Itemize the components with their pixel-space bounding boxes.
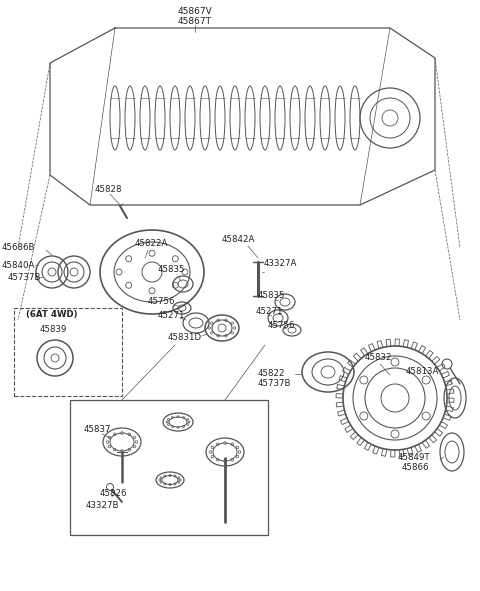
Text: 45813A: 45813A bbox=[406, 368, 439, 376]
Text: 45828: 45828 bbox=[95, 186, 122, 194]
Text: 45737B: 45737B bbox=[258, 379, 291, 388]
Text: 45756: 45756 bbox=[268, 320, 296, 330]
Text: (6AT 4WD): (6AT 4WD) bbox=[26, 310, 77, 319]
Text: 45271: 45271 bbox=[158, 310, 185, 320]
Text: 45831D: 45831D bbox=[168, 333, 202, 343]
Text: 45737B: 45737B bbox=[8, 272, 41, 281]
Text: 45849T: 45849T bbox=[398, 453, 431, 463]
Text: 45867V: 45867V bbox=[178, 8, 212, 17]
Text: 45835: 45835 bbox=[258, 291, 286, 300]
Bar bbox=[70, 400, 268, 535]
Text: 45822A: 45822A bbox=[135, 239, 168, 248]
Text: 45840A: 45840A bbox=[2, 261, 36, 269]
Text: 45271: 45271 bbox=[256, 307, 284, 317]
Text: 45842A: 45842A bbox=[222, 235, 255, 245]
Bar bbox=[14, 308, 122, 396]
Text: 45867T: 45867T bbox=[178, 17, 212, 25]
Text: 45837: 45837 bbox=[84, 426, 111, 434]
Text: 45826: 45826 bbox=[100, 489, 128, 498]
Text: 45866: 45866 bbox=[402, 463, 430, 472]
Text: 43327B: 43327B bbox=[86, 502, 120, 511]
Text: 45686B: 45686B bbox=[2, 243, 36, 252]
Text: 45839: 45839 bbox=[40, 326, 67, 335]
Text: 43327A: 43327A bbox=[264, 259, 298, 268]
Text: 45822: 45822 bbox=[258, 369, 286, 378]
Text: 45756: 45756 bbox=[148, 297, 176, 307]
Text: 45832: 45832 bbox=[365, 353, 393, 362]
Text: 45835: 45835 bbox=[158, 265, 185, 274]
